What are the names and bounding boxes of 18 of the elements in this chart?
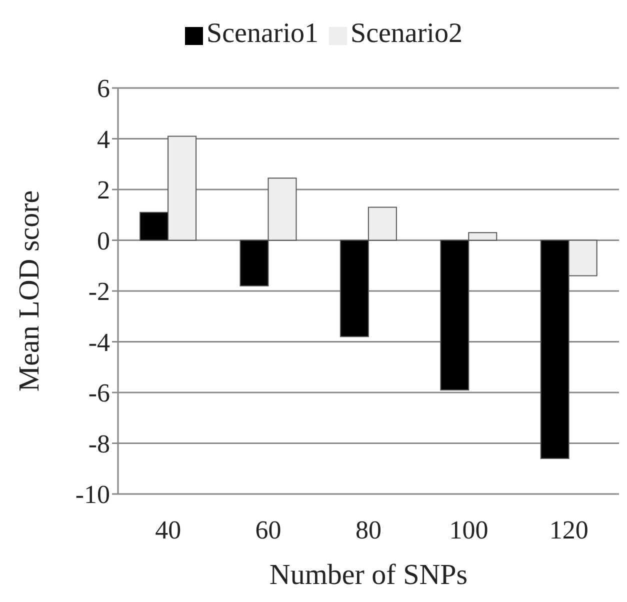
y-tick-label: -8 [88, 429, 110, 458]
y-tick-label: 6 [97, 74, 110, 104]
y-tick-label: -4 [88, 328, 110, 357]
x-axis-title: Number of SNPs [269, 559, 468, 591]
y-tick-label: 4 [97, 124, 110, 154]
legend-label: Scenario2 [350, 18, 462, 49]
x-tick-label: 60 [255, 515, 282, 544]
y-tick-label: 2 [97, 176, 110, 205]
y-tick-label: -6 [88, 378, 110, 408]
x-tick-label: 120 [549, 515, 588, 544]
y-tick-label: -10 [75, 480, 110, 510]
y-axis-title: Mean LOD score [13, 190, 46, 392]
x-tick-label: 100 [449, 515, 488, 544]
y-tick-label: 0 [97, 226, 110, 256]
x-tick-label: 80 [356, 515, 382, 544]
y-tick-label: -2 [88, 277, 110, 306]
x-tick-label: 40 [155, 515, 182, 544]
legend-label: Scenario1 [206, 18, 318, 49]
